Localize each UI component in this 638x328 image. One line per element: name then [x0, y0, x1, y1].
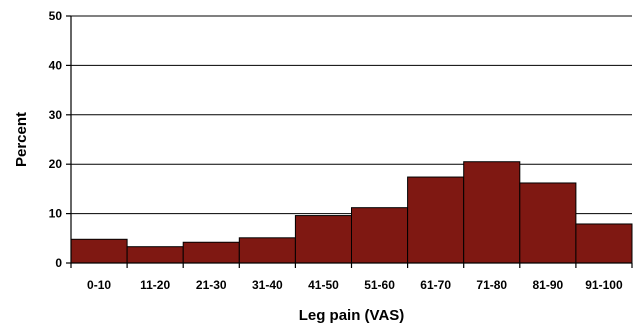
- y-tick-labels: 0 10 20 30 40 50: [49, 9, 71, 270]
- x-tick-label-41-50: 41-50: [308, 278, 339, 292]
- y-tick-label-50: 50: [49, 9, 63, 23]
- bar-31-40: [238, 237, 296, 264]
- x-tick-label-0-10: 0-10: [87, 278, 111, 292]
- bar-81-90: [519, 182, 577, 264]
- y-axis-title: Percent: [13, 112, 30, 167]
- x-tick-label-31-40: 31-40: [252, 278, 283, 292]
- bar-71-80: [463, 161, 521, 264]
- y-tick-label-20: 20: [49, 157, 63, 171]
- x-tick-labels: 0-10 11-20 21-30 31-40 41-50 51-60 61-70 71-80 8…: [70, 263, 633, 292]
- bar-61-70: [407, 176, 465, 264]
- y-tick-label-30: 30: [49, 108, 63, 122]
- bars-group: [70, 161, 633, 264]
- x-tick-label-51-60: 51-60: [364, 278, 395, 292]
- x-tick-label-91-100: 91-100: [585, 278, 623, 292]
- bar-0-10: [70, 238, 128, 264]
- x-tick-label-61-70: 61-70: [420, 278, 451, 292]
- x-tick-label-11-20: 11-20: [140, 278, 170, 292]
- bar-21-30: [182, 241, 240, 264]
- x-axis-title: Leg pain (VAS): [299, 307, 405, 324]
- bar-51-60: [351, 207, 409, 264]
- y-tick-label-0: 0: [55, 256, 62, 270]
- bar-11-20: [126, 246, 184, 264]
- y-tick-label-10: 10: [49, 207, 63, 221]
- x-tick-label-21-30: 21-30: [196, 278, 227, 292]
- y-tick-label-40: 40: [49, 58, 63, 72]
- bar-41-50: [294, 215, 352, 264]
- x-tick-label-81-90: 81-90: [532, 278, 563, 292]
- x-tick-label-71-80: 71-80: [476, 278, 507, 292]
- bar-91-100: [575, 223, 633, 264]
